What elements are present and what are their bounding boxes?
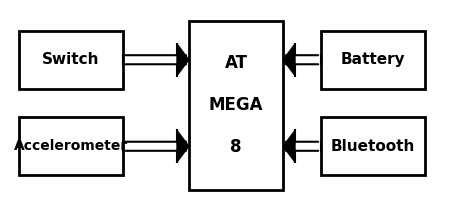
Text: Battery: Battery: [341, 52, 405, 67]
Polygon shape: [177, 130, 189, 162]
Bar: [19, 31, 123, 89]
Polygon shape: [177, 44, 189, 76]
Bar: [321, 117, 425, 175]
Polygon shape: [283, 44, 295, 76]
Text: Accelerometer: Accelerometer: [14, 139, 128, 153]
Polygon shape: [283, 130, 295, 162]
Bar: [321, 31, 425, 89]
Bar: [19, 117, 123, 175]
Text: AT

MEGA

8: AT MEGA 8: [209, 54, 263, 156]
Bar: [189, 21, 283, 190]
Text: Bluetooth: Bluetooth: [331, 139, 415, 154]
Text: Switch: Switch: [42, 52, 100, 67]
